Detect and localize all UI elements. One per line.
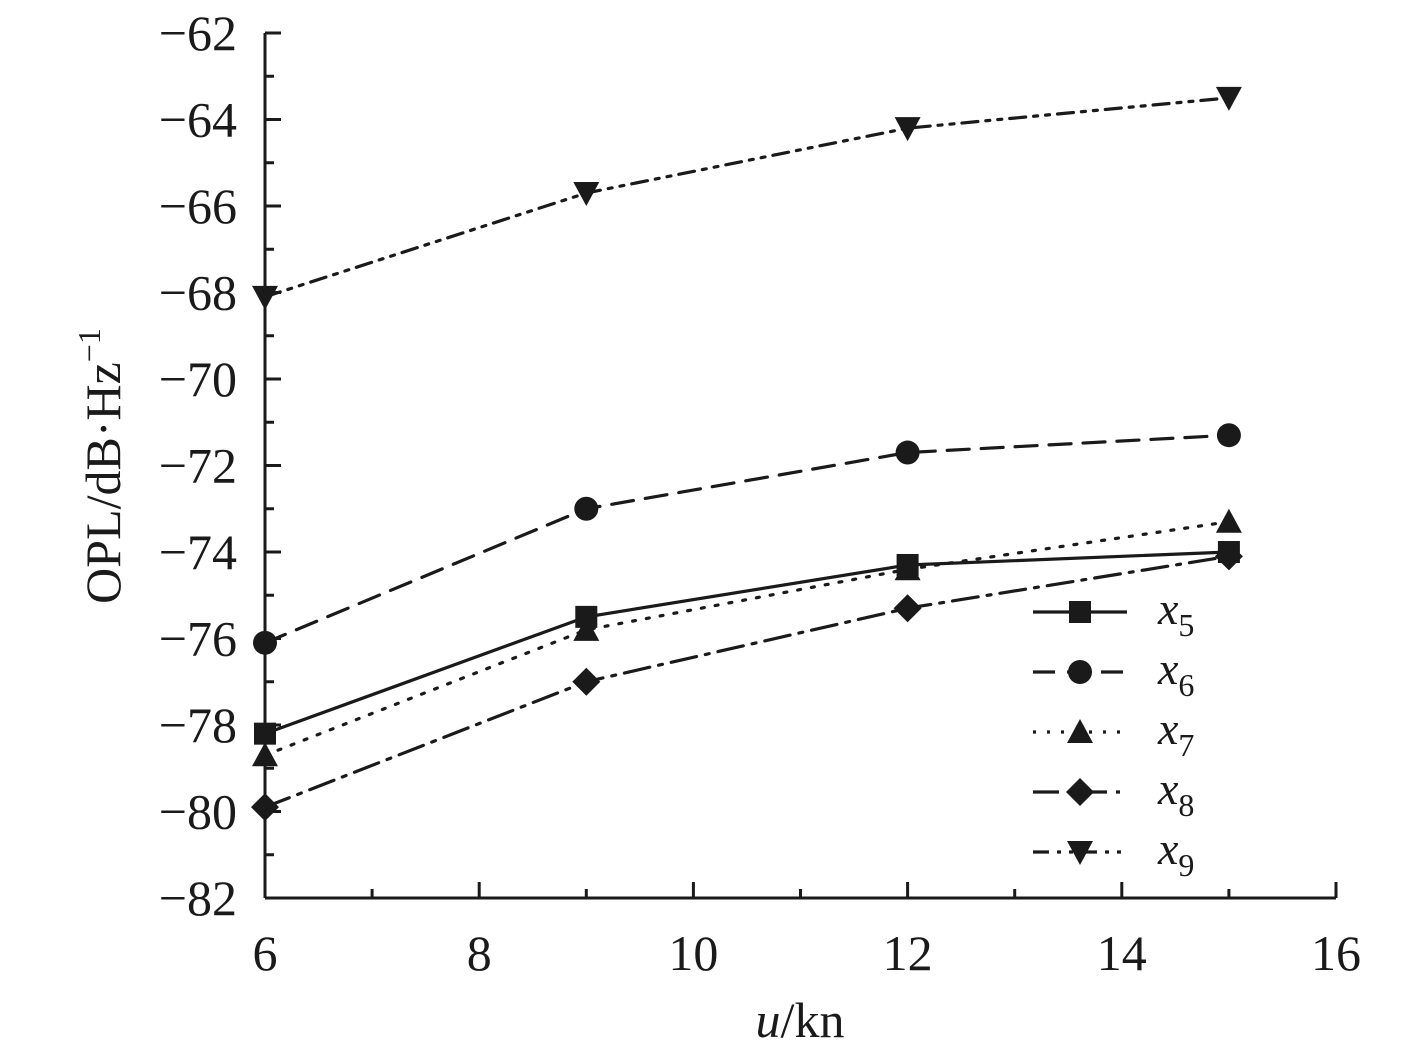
data-point [252, 742, 278, 767]
legend-label-subscript: 8 [1178, 787, 1194, 823]
x-axis-label-unit: /kn [781, 992, 845, 1048]
y-tick-label: −72 [159, 438, 237, 494]
legend-label-subscript: 6 [1178, 667, 1194, 703]
legend-label-name: x [1157, 583, 1179, 634]
legend-label-name: x [1157, 703, 1179, 754]
y-tick-label: −64 [159, 92, 237, 148]
series-x9 [252, 86, 1242, 310]
y-tick-label: −70 [159, 351, 237, 407]
data-point [1215, 86, 1242, 111]
y-axis-label-exponent: −1 [71, 328, 107, 362]
series-line [263, 554, 1231, 809]
data-point [572, 667, 601, 696]
y-tick-label: −78 [159, 697, 237, 753]
legend-item: x6 [1033, 643, 1194, 703]
x-tick-label: 10 [668, 925, 718, 981]
y-tick-label: −76 [159, 611, 237, 667]
legend-item: x8 [1033, 763, 1194, 823]
y-axis-label: OPL/dB·Hz−1 [71, 328, 131, 604]
x-tick-label: 12 [883, 925, 933, 981]
data-point [251, 793, 279, 822]
legend-marker [1067, 841, 1093, 865]
legend-marker [1068, 660, 1092, 684]
legend-label-subscript: 5 [1178, 607, 1194, 643]
legend-label: x6 [1157, 643, 1194, 703]
ticks: 6 8 10 12 14 16 −62 −64 −66 −68 −70 −72 −74 −76 −78 −80… [159, 5, 1361, 981]
series-line [263, 96, 1231, 299]
legend-marker [1067, 719, 1093, 743]
data-point [253, 630, 277, 655]
series-x5 [254, 541, 1240, 745]
series-line [263, 550, 1231, 736]
legend-item: x7 [1033, 703, 1194, 763]
series-layer [251, 86, 1243, 822]
legend-label: x8 [1157, 763, 1194, 823]
legend-label-subscript: 7 [1178, 727, 1194, 763]
y-tick-label: −74 [159, 524, 237, 580]
x-tick-label: 6 [253, 925, 278, 981]
data-point [252, 285, 278, 310]
x-tick-label: 8 [467, 925, 492, 981]
data-point [1216, 423, 1241, 448]
data-point [894, 556, 921, 581]
y-axis-label-main: OPL/dB·Hz [75, 362, 131, 604]
legend-item: x5 [1033, 583, 1194, 643]
legend-label: x5 [1157, 583, 1194, 643]
legend-marker [1069, 601, 1091, 623]
data-point [574, 496, 599, 521]
x-tick-label: 14 [1097, 925, 1147, 981]
data-point [573, 616, 600, 641]
y-tick-label: −62 [159, 5, 237, 61]
data-point [895, 440, 920, 465]
legend-label-name: x [1157, 823, 1179, 874]
legend-label: x9 [1157, 823, 1194, 883]
x-tick-label: 16 [1311, 925, 1361, 981]
data-point [1214, 542, 1243, 571]
y-tick-label: −82 [159, 870, 237, 926]
series-x7 [252, 508, 1242, 767]
legend-label: x7 [1157, 703, 1194, 763]
series-x6 [253, 423, 1241, 655]
data-point [1215, 508, 1242, 533]
series-line [263, 433, 1231, 645]
series-x8 [251, 542, 1243, 822]
x-axis-label: u/kn [756, 992, 845, 1048]
y-tick-label: −66 [159, 178, 237, 234]
data-point [254, 722, 276, 745]
legend-label-name: x [1157, 643, 1179, 694]
legend-label-subscript: 9 [1178, 847, 1194, 883]
data-point [894, 117, 921, 142]
legend-item: x9 [1033, 823, 1194, 883]
data-point [573, 182, 600, 207]
x-axis-label-italic: u [756, 992, 781, 1048]
y-tick-label: −80 [159, 784, 237, 840]
series-line [263, 520, 1231, 757]
y-tick-label: −68 [159, 265, 237, 321]
legend-label-name: x [1157, 763, 1179, 814]
legend-marker [1066, 778, 1094, 806]
data-point [893, 594, 922, 623]
